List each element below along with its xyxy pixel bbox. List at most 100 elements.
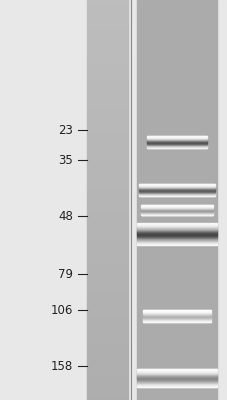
Bar — [86, 232, 127, 236]
Bar — [136, 296, 216, 300]
Bar — [86, 240, 127, 244]
Bar — [86, 104, 127, 108]
Bar — [136, 364, 216, 368]
Bar — [136, 392, 216, 396]
Bar — [136, 76, 216, 80]
Bar — [136, 264, 216, 268]
Bar — [86, 128, 127, 132]
Bar — [136, 200, 216, 204]
Bar — [136, 324, 216, 328]
Bar — [136, 228, 216, 232]
Bar — [86, 44, 127, 48]
Bar — [86, 76, 127, 80]
Bar — [136, 184, 216, 188]
Bar — [86, 204, 127, 208]
Bar — [86, 344, 127, 348]
Bar — [136, 372, 216, 373]
Bar — [136, 180, 216, 184]
Bar — [136, 292, 216, 296]
Bar — [136, 44, 216, 48]
Bar — [86, 20, 127, 24]
Bar — [86, 300, 127, 304]
Bar — [136, 8, 216, 12]
Bar — [86, 52, 127, 56]
Bar — [86, 24, 127, 28]
Bar — [86, 316, 127, 320]
Bar — [136, 288, 216, 292]
Bar — [86, 252, 127, 256]
Bar — [136, 220, 216, 224]
Bar — [86, 124, 127, 128]
Bar — [136, 243, 216, 244]
Text: 79: 79 — [58, 268, 73, 280]
Bar — [136, 164, 216, 168]
Bar — [86, 132, 127, 136]
Bar — [86, 60, 127, 64]
Bar — [86, 228, 127, 232]
Bar — [136, 386, 216, 387]
Bar — [136, 232, 216, 236]
Bar — [136, 96, 216, 100]
Bar — [136, 256, 216, 260]
Bar — [136, 371, 216, 372]
Bar — [86, 224, 127, 228]
Bar — [136, 68, 216, 72]
Bar — [136, 379, 216, 380]
Bar — [136, 64, 216, 68]
Bar — [86, 188, 127, 192]
Bar — [136, 316, 216, 320]
Bar — [136, 376, 216, 377]
Bar — [136, 352, 216, 356]
Bar — [136, 380, 216, 384]
Bar — [136, 332, 216, 336]
Bar — [136, 60, 216, 64]
Bar — [136, 188, 216, 192]
Bar — [136, 304, 216, 308]
Bar — [86, 164, 127, 168]
Bar — [86, 332, 127, 336]
Bar — [136, 308, 216, 312]
Bar — [86, 288, 127, 292]
Bar — [86, 84, 127, 88]
Bar — [86, 92, 127, 96]
Bar — [136, 140, 216, 144]
Bar — [86, 360, 127, 364]
Bar — [86, 364, 127, 368]
Bar — [86, 208, 127, 212]
Bar — [136, 328, 216, 332]
Bar — [136, 300, 216, 304]
Bar — [136, 128, 216, 132]
Bar — [86, 212, 127, 216]
Bar — [86, 8, 127, 12]
Bar — [136, 208, 216, 212]
Bar — [86, 396, 127, 400]
Bar — [136, 0, 216, 4]
Bar — [136, 382, 216, 383]
Bar — [86, 96, 127, 100]
Bar — [86, 328, 127, 332]
Bar — [136, 28, 216, 32]
Bar — [136, 136, 216, 140]
Bar — [86, 108, 127, 112]
Bar — [136, 40, 216, 44]
Bar — [136, 229, 216, 230]
Bar — [86, 276, 127, 280]
Bar — [136, 384, 216, 388]
Bar — [136, 20, 216, 24]
Bar — [136, 260, 216, 264]
Bar — [136, 240, 216, 244]
Bar — [136, 370, 216, 371]
Bar — [136, 152, 216, 156]
Bar — [136, 168, 216, 172]
Bar — [136, 320, 216, 324]
Bar — [136, 36, 216, 40]
Bar — [136, 356, 216, 360]
Bar — [136, 116, 216, 120]
Bar — [86, 172, 127, 176]
Bar — [136, 172, 216, 176]
Bar — [136, 176, 216, 180]
Bar — [136, 248, 216, 252]
Bar — [86, 116, 127, 120]
Bar — [136, 148, 216, 152]
Bar — [136, 372, 216, 376]
